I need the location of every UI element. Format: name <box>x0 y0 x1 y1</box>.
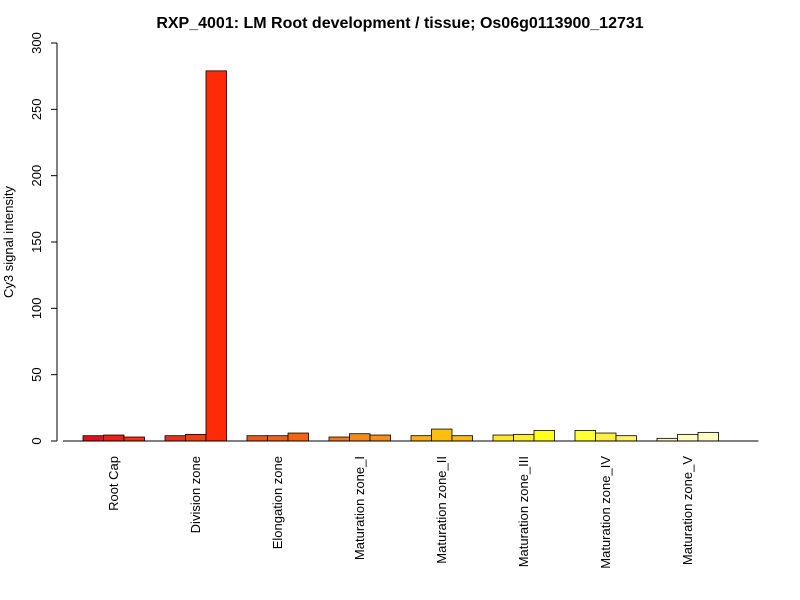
bar <box>533 429 555 442</box>
bar <box>164 435 186 442</box>
bar <box>267 435 289 442</box>
bar <box>615 435 637 442</box>
bar <box>431 428 453 442</box>
bar <box>328 436 350 442</box>
x-category-label: Division zone <box>188 456 203 533</box>
x-category-label: Elongation zone <box>270 456 285 549</box>
x-category-label: Maturation zone_I <box>352 456 367 560</box>
bar <box>349 433 371 442</box>
bar <box>185 433 207 442</box>
bar <box>410 435 432 442</box>
bar <box>82 435 104 442</box>
chart-title: RXP_4001: LM Root development / tissue; … <box>156 15 643 32</box>
y-tick-label: 0 <box>29 437 44 444</box>
bar <box>369 434 391 442</box>
x-category-label: Maturation zone_V <box>680 456 695 565</box>
bars-group <box>82 70 719 442</box>
bar <box>451 435 473 442</box>
bar <box>595 432 617 442</box>
bar <box>697 431 719 442</box>
y-tick-label: 200 <box>29 165 44 187</box>
bar <box>492 434 514 442</box>
y-tick-label: 300 <box>29 32 44 54</box>
y-tick-label: 50 <box>29 367 44 381</box>
x-axis-labels: Root Cap Division zone Elongation zone Matu… <box>106 456 695 569</box>
x-category-label: Maturation zone_IV <box>598 456 613 569</box>
bar <box>513 433 535 442</box>
bar <box>246 435 268 442</box>
y-tick-label: 250 <box>29 98 44 120</box>
x-category-label: Maturation zone_II <box>434 456 449 564</box>
y-tick-label: 150 <box>29 231 44 253</box>
y-axis: 0 50 100 150 200 250 300 <box>29 32 58 445</box>
bar <box>677 433 699 442</box>
bar <box>205 70 227 442</box>
bar <box>123 436 145 442</box>
x-category-label: Maturation zone_III <box>516 456 531 567</box>
bar <box>574 429 596 442</box>
y-tick-label: 100 <box>29 297 44 319</box>
y-axis-label: Cy3 signal intensity <box>1 186 16 298</box>
bar <box>103 434 125 442</box>
x-category-label: Root Cap <box>106 456 121 511</box>
bar <box>287 432 309 442</box>
